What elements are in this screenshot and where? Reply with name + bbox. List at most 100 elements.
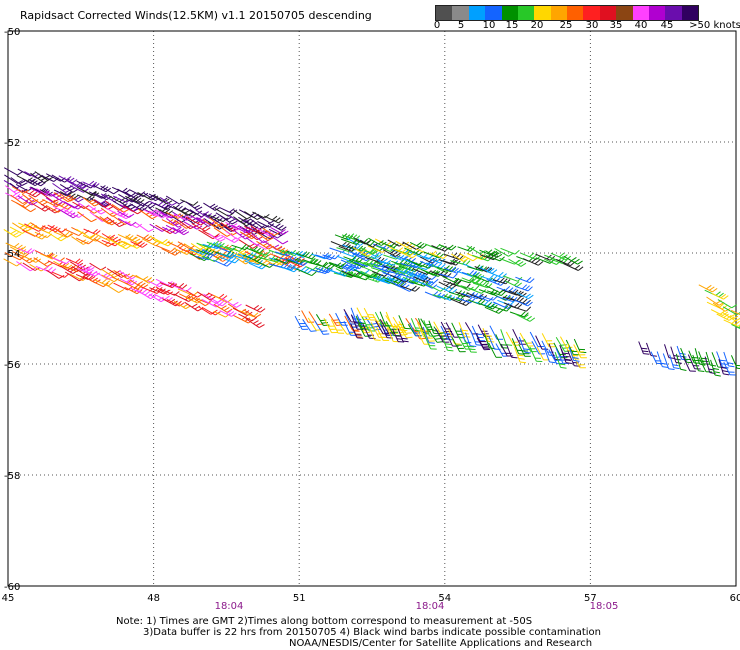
wind-barb	[251, 233, 264, 244]
wind-barb	[706, 296, 720, 306]
wind-barb	[682, 355, 691, 372]
wind-barb	[400, 278, 414, 285]
wind-barb	[195, 297, 209, 304]
wind-barb-flag	[333, 319, 340, 321]
wind-barb-flag	[225, 251, 232, 257]
wind-barb	[125, 235, 138, 245]
wind-barb-flag	[416, 241, 422, 247]
wind-barb-flag	[395, 252, 401, 257]
wind-barb-flag	[228, 311, 235, 316]
wind-barb	[268, 234, 283, 245]
wind-barb	[408, 280, 425, 287]
wind-barb	[372, 314, 381, 327]
wind-barb	[45, 173, 61, 182]
wind-barb	[506, 344, 513, 358]
wind-barb	[731, 323, 740, 329]
wind-barb	[45, 204, 59, 213]
wind-barb	[191, 222, 206, 232]
wind-barb-flag	[60, 237, 67, 242]
wind-barb-flag	[421, 244, 428, 249]
wind-barb-flag	[221, 224, 228, 228]
wind-barb-flag	[255, 313, 262, 318]
wind-barb	[219, 207, 233, 214]
wind-barb-flag	[324, 267, 331, 273]
wind-barb	[531, 341, 540, 355]
wind-barb	[360, 253, 375, 260]
wind-barb-flag	[194, 297, 200, 303]
wind-barb-flag	[155, 212, 162, 217]
wind-barb	[548, 343, 556, 360]
wind-barb-flag	[89, 276, 96, 281]
wind-barb-flag	[171, 249, 178, 255]
wind-barb-flag	[44, 265, 50, 271]
wind-barb-flag	[112, 236, 119, 241]
wind-barb	[63, 265, 78, 273]
wind-barb	[555, 337, 566, 352]
wind-barb-flag	[66, 233, 73, 238]
wind-barb	[559, 336, 569, 351]
wind-barb-flag	[175, 213, 181, 218]
wind-barb	[550, 258, 564, 265]
wind-barb-flag	[128, 213, 135, 218]
wind-barb-flag	[269, 263, 275, 268]
wind-barb-flag	[104, 241, 111, 246]
wind-barb-flag	[451, 288, 458, 294]
wind-barb	[213, 294, 228, 303]
wind-barb	[233, 216, 247, 227]
wind-barb	[723, 319, 739, 327]
wind-barb-flag	[429, 335, 436, 338]
wind-barb-flag	[565, 362, 572, 364]
wind-barb-flag	[19, 180, 26, 185]
wind-barb-flag	[140, 282, 146, 287]
wind-barb	[75, 237, 89, 245]
wind-barb-flag	[72, 269, 79, 275]
wind-barb	[117, 218, 132, 227]
wind-barb	[233, 209, 248, 220]
wind-barb	[256, 227, 269, 237]
wind-barb-flag	[40, 181, 46, 187]
wind-barb	[4, 252, 21, 261]
wind-barb-flag	[261, 230, 268, 235]
wind-barb	[28, 178, 41, 187]
wind-barb-flag	[482, 280, 488, 286]
wind-barb-flag	[245, 222, 252, 227]
wind-barb	[503, 275, 518, 282]
wind-barb-flag	[60, 206, 67, 211]
wind-barb	[232, 229, 246, 240]
wind-barb	[512, 328, 521, 345]
wind-barb	[83, 228, 96, 235]
wind-barb	[495, 343, 504, 357]
wind-barb	[464, 332, 471, 346]
wind-barb	[348, 259, 364, 268]
wind-barb-flag	[287, 264, 293, 270]
wind-barb-flag	[174, 251, 181, 256]
wind-barb	[444, 295, 460, 302]
wind-barb-flag	[509, 300, 515, 306]
latitude-tick-label: -58	[4, 471, 20, 482]
wind-barb-flag	[463, 257, 469, 262]
wind-barb	[100, 268, 115, 278]
wind-barb-flag	[397, 247, 404, 252]
wind-barb-flag	[283, 263, 289, 269]
wind-barb	[167, 241, 181, 249]
wind-barb-flag	[393, 271, 399, 277]
wind-barb-flag	[522, 298, 528, 304]
wind-barb	[359, 239, 373, 248]
wind-barb	[491, 305, 507, 312]
time-labels: 18:04 18:04 18:05	[215, 601, 619, 612]
wind-barb-flag	[199, 248, 205, 254]
wind-barb-flag	[141, 289, 148, 294]
wind-barb-flag	[457, 290, 462, 296]
wind-barb	[541, 340, 550, 356]
wind-barb-flag	[529, 278, 535, 283]
colorbar-label: 15	[505, 20, 519, 31]
wind-barb-flag	[450, 245, 457, 251]
wind-barb-flag	[386, 275, 392, 281]
wind-barb	[386, 327, 394, 342]
wind-barb-flag	[471, 277, 477, 283]
wind-barb-flag	[698, 370, 705, 372]
wind-barb-flag	[313, 259, 319, 264]
wind-barb	[248, 262, 263, 270]
wind-barb-flag	[558, 256, 564, 261]
